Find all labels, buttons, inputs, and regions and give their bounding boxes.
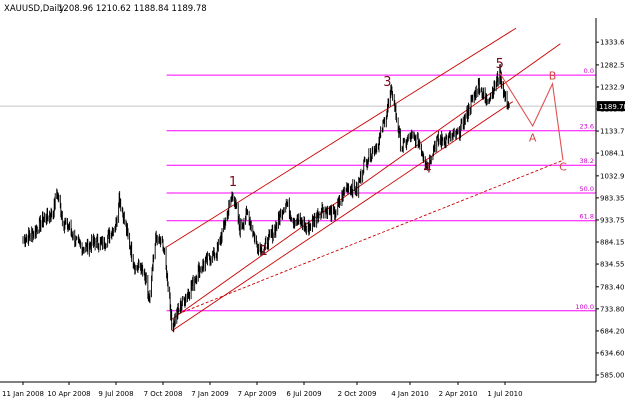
support-line (177, 159, 564, 315)
projection-path (499, 72, 564, 161)
x-tick-label: 7 Oct 2008 (144, 390, 183, 398)
fib-level-label: 0.0 (584, 67, 594, 75)
fib-level-label: 100.0 (575, 303, 594, 311)
x-tick-label: 2 Oct 2009 (338, 390, 377, 398)
x-tick-label: 9 Jul 2008 (98, 390, 133, 398)
y-tick-label: 933.75 (600, 216, 625, 224)
y-tick-label: 1333.65 (600, 39, 625, 47)
y-tick-label: 783.40 (600, 283, 625, 291)
ohlc-quote: 1208.96 1210.62 1188.84 1189.78 (58, 4, 207, 14)
symbol-title: XAUUSD,Daily (4, 4, 64, 14)
channel-line (166, 27, 517, 248)
wave-label: 3 (383, 75, 391, 90)
x-tick-label: 2 Apr 2010 (439, 390, 478, 398)
y-tick-label: 634.60 (600, 349, 625, 357)
x-tick-label: 10 Apr 2008 (47, 390, 90, 398)
axis-layer: 1333.651282.501232.901183.301133.701084.… (0, 18, 625, 398)
fib-level-label: 61.8 (580, 213, 594, 221)
y-tick-label: 1282.50 (600, 61, 625, 69)
y-tick-label: 684.20 (600, 327, 625, 335)
x-tick-label: 1 Jul 2010 (487, 390, 522, 398)
wave-label: 2 (260, 244, 268, 259)
x-tick-label: 4 Jan 2010 (391, 390, 429, 398)
channel-line (171, 101, 514, 332)
projection-label: B (549, 69, 557, 82)
y-tick-label: 1032.95 (600, 172, 625, 180)
x-tick-label: 7 Jan 2009 (191, 390, 229, 398)
fib-level-label: 50.0 (580, 185, 594, 193)
y-tick-label: 983.35 (600, 194, 625, 202)
current-price-label: 1189.78 (599, 103, 625, 111)
projection-label: C (559, 160, 567, 173)
wave-label-layer: 1 2 3 4 5 (229, 57, 504, 259)
fib-level-label: 23.6 (580, 123, 594, 131)
channel-line (171, 43, 561, 320)
fibonacci-layer: 0.0 23.6 38.2 50.0 61.8 100.0 (0, 67, 596, 312)
y-tick-label: 1133.70 (600, 128, 625, 136)
wave-label: 1 (229, 175, 237, 190)
x-tick-label: 7 Apr 2009 (238, 390, 277, 398)
current-price-box (597, 101, 625, 112)
price-layer (22, 64, 510, 333)
y-tick-label: 585.00 (600, 372, 625, 380)
trendline-layer (166, 27, 564, 332)
y-tick-label: 884.15 (600, 239, 625, 247)
y-tick-label: 733.80 (600, 305, 625, 313)
y-tick-label: 834.55 (600, 261, 625, 269)
projection-layer: A B C (499, 69, 567, 173)
x-tick-label: 6 Jul 2009 (286, 390, 321, 398)
y-tick-label: 1084.10 (600, 150, 625, 158)
projection-label: A (529, 132, 537, 145)
wave-label: 4 (423, 162, 431, 177)
y-tick-label: 1232.90 (600, 83, 625, 91)
wave-label: 5 (496, 57, 504, 72)
x-tick-label: 11 Jan 2008 (2, 390, 44, 398)
fib-level-label: 38.2 (580, 157, 594, 165)
